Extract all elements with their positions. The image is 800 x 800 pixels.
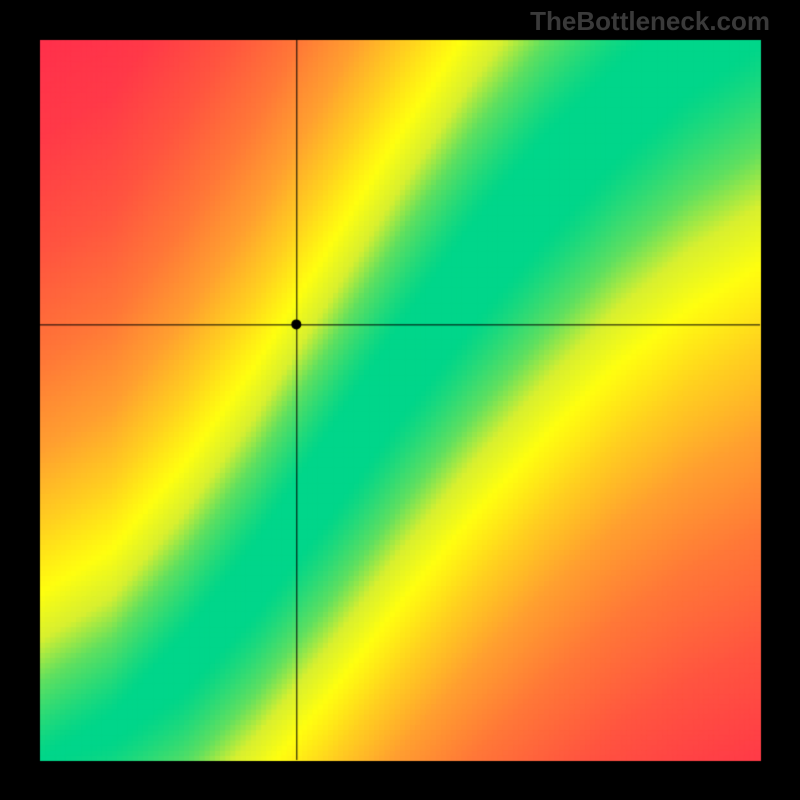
bottleneck-heatmap <box>0 0 800 800</box>
watermark-text: TheBottleneck.com <box>530 6 770 37</box>
